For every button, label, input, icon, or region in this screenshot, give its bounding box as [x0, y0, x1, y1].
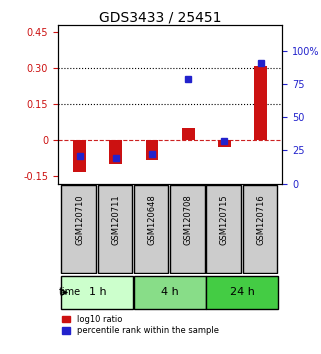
Bar: [218, 140, 231, 148]
Text: GSM120715: GSM120715: [220, 194, 229, 245]
Text: GSM120648: GSM120648: [148, 194, 157, 245]
Text: GDS3433 / 25451: GDS3433 / 25451: [99, 11, 222, 25]
Bar: [182, 128, 195, 140]
FancyBboxPatch shape: [243, 185, 277, 273]
Text: GSM120716: GSM120716: [256, 194, 265, 245]
FancyBboxPatch shape: [134, 185, 168, 273]
Bar: [109, 140, 122, 164]
Bar: [254, 66, 267, 140]
Text: GSM120710: GSM120710: [75, 194, 84, 245]
Bar: [73, 140, 86, 172]
FancyBboxPatch shape: [61, 276, 133, 309]
Bar: [146, 140, 158, 160]
Legend: log10 ratio, percentile rank within the sample: log10 ratio, percentile rank within the …: [62, 315, 219, 335]
FancyBboxPatch shape: [170, 185, 204, 273]
Text: 4 h: 4 h: [161, 287, 179, 297]
FancyBboxPatch shape: [206, 185, 241, 273]
FancyBboxPatch shape: [206, 276, 278, 309]
Text: GSM120708: GSM120708: [184, 194, 193, 245]
Text: GSM120711: GSM120711: [111, 194, 120, 245]
Text: 1 h: 1 h: [89, 287, 107, 297]
FancyBboxPatch shape: [134, 276, 206, 309]
Text: 24 h: 24 h: [230, 287, 255, 297]
FancyBboxPatch shape: [98, 185, 132, 273]
Text: time: time: [58, 287, 81, 297]
FancyBboxPatch shape: [61, 185, 96, 273]
